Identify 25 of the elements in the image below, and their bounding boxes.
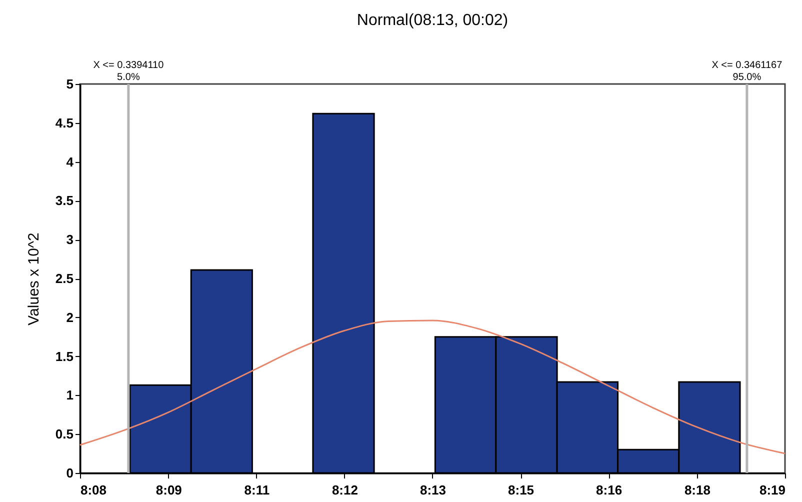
x-tick-label: 8:19 (759, 482, 786, 498)
line-series (79, 320, 786, 454)
y-tick-label: 3.5 (55, 193, 74, 208)
y-axis-title: Values x 10^2 (25, 232, 42, 326)
x-tick-label: 8:16 (596, 482, 622, 498)
x-tick-label: 8:15 (508, 482, 534, 498)
y-tick-label: 2 (66, 310, 74, 325)
x-tick-label: 8:09 (156, 482, 182, 498)
chart-title: Normal(08:13, 00:02) (356, 12, 508, 29)
y-tick-label: 1 (66, 388, 74, 403)
x-tick-label: 8:18 (684, 482, 710, 498)
text: X <= 0.3394110 5.0% (93, 60, 164, 83)
y-tick-label: 1.5 (55, 348, 74, 364)
y-tick-label: 0 (66, 466, 74, 480)
x-tick-label: 8:11 (244, 482, 270, 498)
y-tick-label: 2.5 (55, 271, 74, 286)
y-tick-label: 0.5 (55, 426, 74, 442)
x-tick-label: 8:13 (420, 482, 446, 498)
y-tick-label: 4.5 (55, 115, 74, 130)
x-tick-label: 8:12 (332, 482, 358, 498)
y-tick-label: 5 (66, 76, 74, 92)
text: X <= 0.3461167 95.0% (712, 60, 783, 83)
x-tick-label: 8:08 (80, 482, 107, 498)
y-tick-label: 4 (66, 154, 74, 170)
y-tick-label: 3 (66, 232, 74, 248)
